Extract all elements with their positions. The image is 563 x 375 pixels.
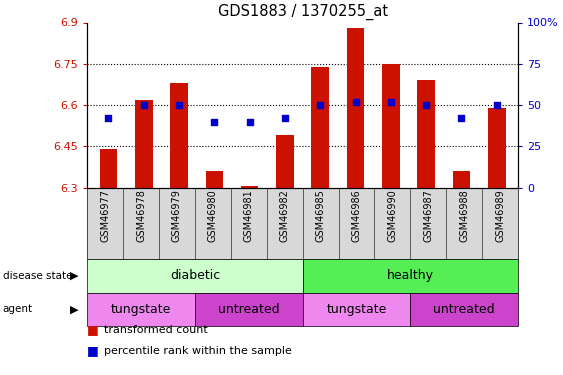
Text: percentile rank within the sample: percentile rank within the sample [104, 346, 292, 355]
Bar [311, 66, 329, 188]
Text: GSM46981: GSM46981 [244, 189, 254, 242]
Text: ■: ■ [87, 344, 99, 357]
Bar [276, 135, 294, 188]
Bar [241, 186, 258, 188]
Text: untreated: untreated [434, 303, 495, 316]
Bar [100, 149, 117, 188]
Text: GSM46989: GSM46989 [495, 189, 505, 242]
Bar [488, 108, 506, 188]
Text: transformed count: transformed count [104, 325, 208, 335]
Text: GSM46988: GSM46988 [459, 189, 469, 242]
Text: tungstate: tungstate [327, 303, 387, 316]
Text: GSM46986: GSM46986 [351, 189, 361, 242]
Point [139, 102, 148, 108]
Point [386, 99, 395, 105]
Text: ▶: ▶ [70, 271, 79, 280]
Text: GSM46985: GSM46985 [315, 189, 325, 242]
Text: tungstate: tungstate [111, 303, 171, 316]
Bar [453, 171, 470, 188]
Point [280, 115, 289, 121]
Point [104, 115, 113, 121]
Text: GSM46982: GSM46982 [280, 189, 290, 242]
Point [492, 102, 501, 108]
Text: agent: agent [3, 304, 33, 314]
Point [457, 115, 466, 121]
Text: ▶: ▶ [70, 304, 79, 314]
Point [422, 102, 431, 108]
Title: GDS1883 / 1370255_at: GDS1883 / 1370255_at [217, 3, 388, 20]
Point [316, 102, 325, 108]
Bar [205, 171, 223, 188]
Text: GSM46979: GSM46979 [172, 189, 182, 242]
Text: untreated: untreated [218, 303, 280, 316]
Text: disease state: disease state [3, 271, 72, 280]
Text: GSM46978: GSM46978 [136, 189, 146, 242]
Point [351, 99, 360, 105]
Bar [135, 99, 153, 188]
Point [210, 118, 219, 124]
Bar [417, 80, 435, 188]
Point [245, 118, 254, 124]
Bar [382, 64, 400, 188]
Bar [347, 28, 364, 188]
Text: healthy: healthy [387, 269, 434, 282]
Text: GSM46980: GSM46980 [208, 189, 218, 242]
Text: ■: ■ [87, 324, 99, 336]
Text: diabetic: diabetic [170, 269, 220, 282]
Point [175, 102, 184, 108]
Text: GSM46987: GSM46987 [423, 189, 434, 242]
Text: GSM46990: GSM46990 [387, 189, 397, 242]
Bar [170, 83, 188, 188]
Text: GSM46977: GSM46977 [100, 189, 110, 242]
